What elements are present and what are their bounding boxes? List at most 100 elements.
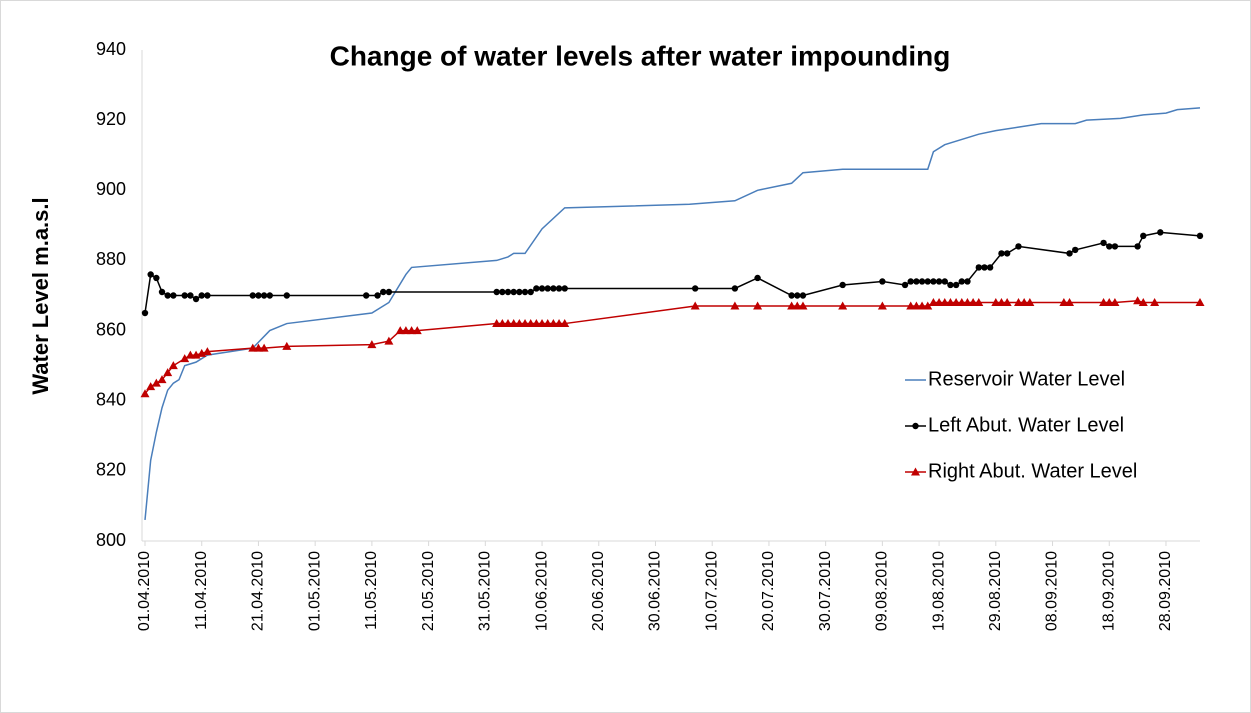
point-marker <box>1140 232 1147 240</box>
point-marker <box>928 298 938 307</box>
point-marker <box>499 288 506 296</box>
point-marker <box>1134 243 1141 250</box>
x-tick-label: 20.06.2010 <box>590 551 607 631</box>
point-marker <box>1002 298 1012 307</box>
y-tick-label: 840 <box>96 389 126 409</box>
point-marker <box>249 292 256 299</box>
point-marker <box>1157 229 1164 236</box>
legend-label: Left Abut. Water Level <box>928 414 1124 436</box>
point-marker <box>1025 298 1035 307</box>
point-marker <box>1072 246 1079 254</box>
point-marker <box>550 285 557 292</box>
point-marker <box>153 274 160 282</box>
point-marker <box>1003 250 1011 257</box>
point-marker <box>395 326 405 335</box>
point-marker <box>248 343 258 352</box>
point-marker <box>1110 298 1120 307</box>
point-marker <box>913 278 920 285</box>
series-line <box>144 107 1201 521</box>
x-tick-label: 08.09.2010 <box>1044 551 1061 631</box>
y-tick-label: 860 <box>96 319 126 339</box>
point-marker <box>879 278 886 285</box>
y-tick-label: 820 <box>96 460 126 480</box>
x-tick-label: 19.08.2010 <box>930 551 947 631</box>
point-marker <box>555 285 563 292</box>
y-tick-label: 800 <box>96 530 126 550</box>
point-marker <box>935 278 943 285</box>
point-marker <box>1100 239 1107 247</box>
point-marker <box>363 292 370 299</box>
point-marker <box>986 264 994 271</box>
x-tick-label: 30.06.2010 <box>647 551 664 631</box>
point-marker <box>157 375 167 384</box>
point-marker <box>533 285 540 292</box>
y-tick-label: 900 <box>96 179 126 199</box>
point-marker <box>204 292 211 299</box>
point-marker <box>147 271 154 278</box>
point-marker <box>1013 298 1023 307</box>
point-marker <box>367 340 377 349</box>
point-marker <box>380 288 387 296</box>
point-marker <box>838 301 848 310</box>
point-marker <box>158 288 166 296</box>
point-marker <box>753 301 763 310</box>
point-marker <box>503 319 513 328</box>
point-marker <box>941 278 948 285</box>
point-marker <box>957 298 967 307</box>
point-marker <box>998 250 1005 257</box>
point-marker <box>516 288 523 296</box>
point-marker <box>798 301 808 310</box>
point-marker <box>509 319 519 328</box>
point-marker <box>794 292 801 299</box>
point-marker <box>185 350 195 359</box>
point-marker <box>996 298 1006 307</box>
point-marker <box>163 368 173 377</box>
point-marker <box>923 301 933 310</box>
x-tick-label: 28.09.2010 <box>1157 551 1174 631</box>
point-marker <box>1015 243 1022 250</box>
point-marker <box>945 298 955 307</box>
point-marker <box>198 292 205 299</box>
point-marker <box>151 378 161 387</box>
point-marker <box>401 326 411 335</box>
point-marker <box>521 288 529 296</box>
point-marker <box>1059 298 1069 307</box>
point-marker <box>493 288 500 296</box>
legend-label: Reservoir Water Level <box>928 368 1125 390</box>
point-marker <box>253 343 263 352</box>
point-marker <box>991 298 1001 307</box>
point-marker <box>554 319 564 328</box>
point-marker <box>934 298 944 307</box>
y-axis-label: Water Level m.a.s.l <box>28 197 53 394</box>
point-marker <box>911 301 921 310</box>
x-tick-label: 29.08.2010 <box>987 551 1004 631</box>
point-marker <box>1195 298 1205 307</box>
point-marker <box>1150 298 1160 307</box>
point-marker <box>799 292 807 299</box>
point-marker <box>930 278 937 285</box>
point-marker <box>544 285 551 292</box>
point-marker <box>968 298 978 307</box>
x-tick-label: 10.06.2010 <box>533 551 550 631</box>
point-marker <box>1104 298 1114 307</box>
point-marker <box>170 292 177 299</box>
point-marker <box>527 288 534 296</box>
point-marker <box>374 292 381 299</box>
point-marker <box>181 292 188 299</box>
point-marker <box>520 319 530 328</box>
point-marker <box>560 319 570 328</box>
point-marker <box>531 319 541 328</box>
point-marker <box>526 319 536 328</box>
point-marker <box>255 292 262 299</box>
point-marker <box>385 288 393 296</box>
chart-title: Change of water levels after water impou… <box>330 40 951 71</box>
point-marker <box>537 319 547 328</box>
series-line <box>144 300 1200 395</box>
point-marker <box>1019 298 1029 307</box>
point-marker <box>140 389 150 398</box>
y-tick-label: 920 <box>96 109 126 129</box>
point-marker <box>907 278 914 285</box>
x-tick-label: 21.05.2010 <box>420 551 437 631</box>
